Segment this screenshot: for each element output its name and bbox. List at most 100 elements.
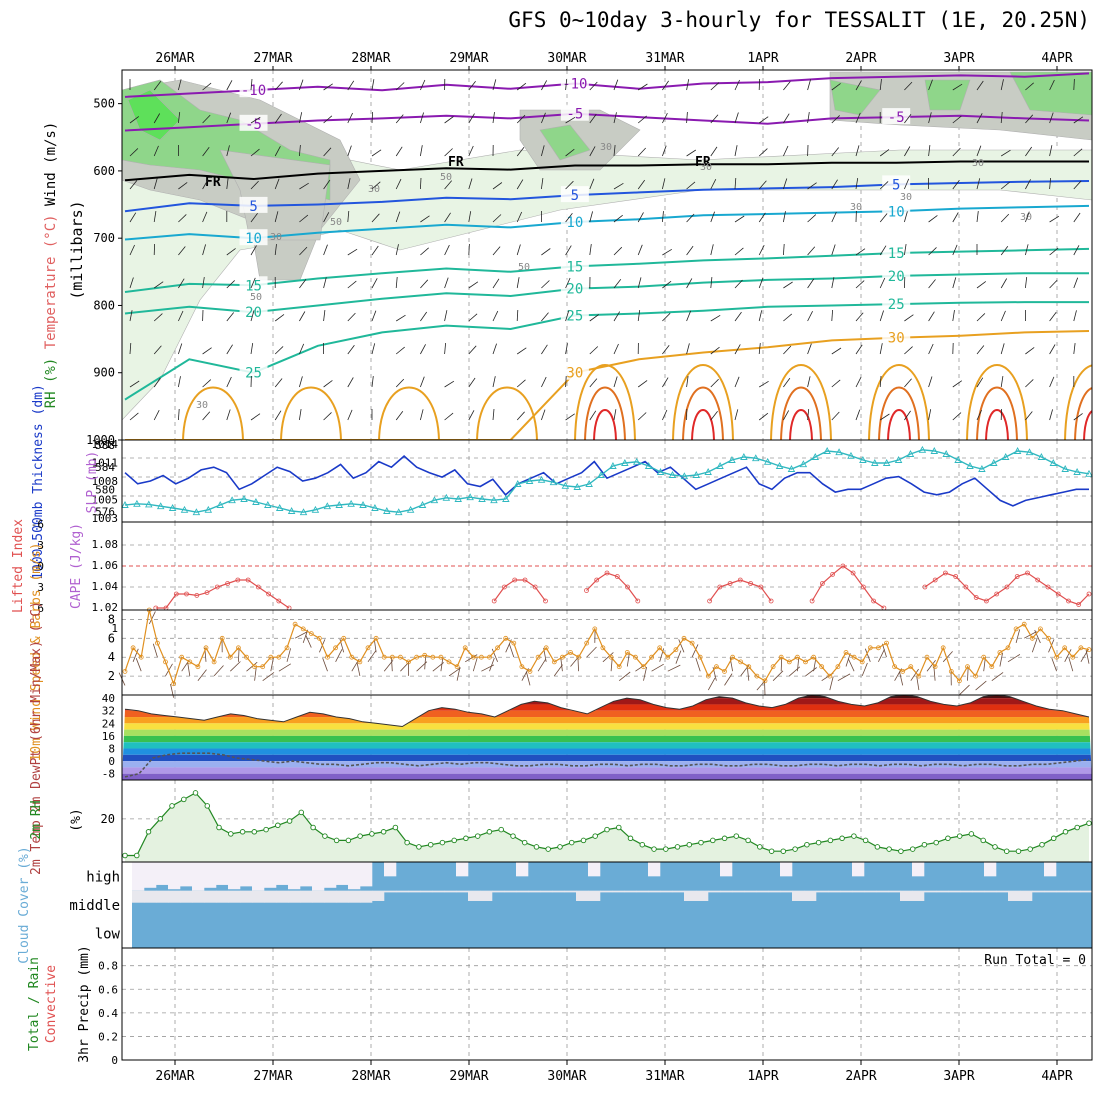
- wind-barb: [687, 343, 690, 354]
- rh-marker: [863, 838, 868, 843]
- cloud-mid-gap: [528, 891, 540, 893]
- date-label-bottom-2APR: 2APR: [845, 1069, 876, 1084]
- warm-cell-orange-1: [281, 388, 341, 441]
- wind-barb: [783, 146, 788, 156]
- cloud-mid-gap: [600, 891, 612, 893]
- wind-barb-10m: [368, 650, 376, 662]
- wind-barb: [396, 379, 404, 387]
- wind-barb: [420, 248, 428, 255]
- wind-barb-10m: [279, 664, 291, 671]
- cloud-mid-gap: [576, 891, 588, 901]
- rh-marker: [781, 849, 786, 854]
- rh-marker: [135, 853, 140, 858]
- wind-barb: [541, 313, 548, 321]
- rh-marker: [840, 836, 845, 841]
- wind-barb: [1001, 214, 1009, 222]
- rh-marker: [170, 804, 175, 809]
- wind-barb-10m: [1052, 658, 1057, 671]
- wind-barb: [856, 281, 864, 288]
- wind-barb: [1050, 216, 1059, 222]
- warm-cell-orange-6: [771, 365, 831, 440]
- temp-contour-label: 10: [888, 204, 905, 220]
- wind-barb: [517, 83, 526, 90]
- wind-barb: [396, 115, 403, 123]
- temp-band-1: [122, 698, 1092, 704]
- cloud-mid-gap: [156, 891, 168, 903]
- wind-barb: [445, 245, 450, 255]
- warm-cell-red-7: [888, 410, 910, 440]
- rh-marker: [217, 825, 222, 830]
- cape-tick-1.04: 1.04: [92, 580, 119, 593]
- wind-barb: [469, 346, 476, 354]
- wind-barb: [953, 245, 957, 255]
- cloud-high-gap: [912, 862, 924, 876]
- cloud-mid-gap: [648, 891, 660, 893]
- rh-marker: [711, 838, 716, 843]
- date-label-top-28MAR: 28MAR: [351, 51, 390, 66]
- cloud-mid-gap: [828, 891, 840, 893]
- wind-barb: [541, 249, 550, 256]
- cloud-mid-gap: [192, 891, 204, 903]
- rh-marker: [205, 804, 210, 809]
- wind-barb: [711, 411, 718, 420]
- wind-barb: [299, 409, 301, 420]
- wind-tick-4: 4: [108, 650, 115, 664]
- cloud-mid-gap: [888, 891, 900, 893]
- rh-marker: [1087, 821, 1092, 826]
- upper-air-plot: -10-10-5-5-55551010101515152020202525253…: [122, 72, 1100, 440]
- rh-marker: [652, 847, 657, 852]
- rh-marker: [417, 845, 422, 850]
- rh-marker: [452, 838, 457, 843]
- wind-barb: [880, 343, 882, 354]
- temp-tick-16: 16: [102, 730, 115, 743]
- wind-barb: [275, 411, 281, 420]
- rh-marker: [664, 847, 669, 852]
- rh-marker: [428, 842, 433, 847]
- temp-band-3: [122, 711, 1092, 717]
- cloud-high-gap: [288, 862, 300, 889]
- wind-barb: [759, 117, 768, 123]
- wind-barb: [348, 113, 353, 123]
- wind-barb: [203, 348, 212, 354]
- wind-barb: [1025, 379, 1033, 387]
- rh-marker: [981, 838, 986, 843]
- wind-barb: [1001, 376, 1003, 387]
- lifted-index-line: [710, 580, 772, 601]
- rh-marker: [123, 853, 128, 858]
- warm-cell-dorange-4: [585, 388, 625, 441]
- wind-barb: [493, 279, 499, 288]
- temp-band-8: [122, 742, 1092, 748]
- rh-marker: [522, 840, 527, 845]
- date-label-bottom-29MAR: 29MAR: [449, 1069, 488, 1084]
- cloud-mid-gap: [564, 891, 576, 893]
- wind-barb: [469, 378, 475, 387]
- wind-barb: [929, 377, 932, 388]
- cloud-high-gap: [360, 862, 372, 886]
- wind-barb: [687, 112, 688, 123]
- cloud-mid-gap: [732, 891, 744, 893]
- wind-barb: [662, 146, 666, 156]
- thickness-line: [125, 456, 1089, 506]
- cloud-mid-gap: [240, 891, 252, 903]
- cloud-high-gap: [192, 862, 204, 891]
- cloud-mid-gap: [684, 891, 696, 901]
- wind-barb-10m: [696, 658, 700, 671]
- wind-barb: [735, 312, 742, 321]
- slp-tick-1014: 1014: [92, 438, 119, 451]
- date-label-top-31MAR: 31MAR: [645, 51, 684, 66]
- wind-barb: [227, 313, 234, 322]
- temp-band-13: [122, 774, 1092, 780]
- rh-marker: [182, 797, 187, 802]
- wind-barb: [590, 411, 596, 420]
- cloud-mid-gap: [132, 891, 144, 903]
- wind-barb-10m: [806, 668, 817, 676]
- panel-frame-precip: [122, 948, 1092, 1060]
- wind-barb: [420, 80, 425, 90]
- cloud-high-gap: [252, 862, 264, 891]
- wind-barb: [808, 311, 813, 321]
- cloud-mid-gap: [456, 891, 468, 893]
- rh-marker: [558, 845, 563, 850]
- wind-barb: [251, 343, 253, 354]
- rh-contour-label-6: 50: [440, 172, 452, 183]
- rh-marker: [993, 845, 998, 850]
